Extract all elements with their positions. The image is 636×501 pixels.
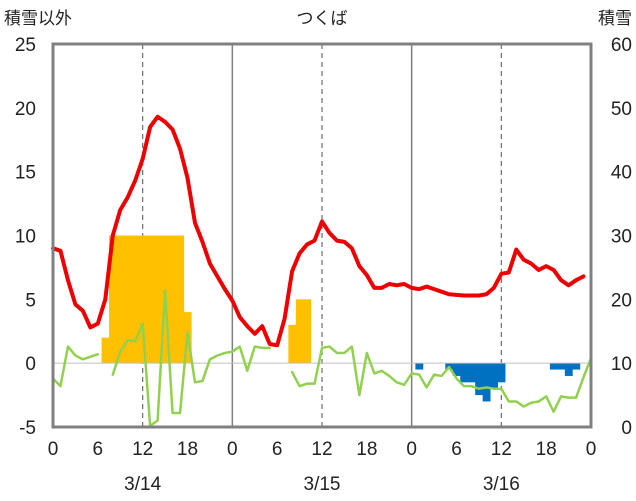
y-tick-left: -5 bbox=[19, 418, 36, 439]
blue-bar bbox=[452, 363, 461, 376]
green-series-line bbox=[51, 345, 100, 388]
orange-bar bbox=[288, 324, 297, 364]
temp-series-line bbox=[51, 114, 586, 348]
x-date-label: 3/16 bbox=[483, 474, 520, 495]
x-hour-tick: 0 bbox=[48, 439, 59, 460]
y-tick-right: 0 bbox=[621, 418, 632, 439]
x-hour-tick: 6 bbox=[93, 439, 104, 460]
x-hour-tick: 6 bbox=[272, 439, 283, 460]
blue-bar bbox=[572, 363, 581, 370]
y-tick-right: 60 bbox=[611, 35, 632, 56]
y-tick-right: 40 bbox=[611, 163, 632, 184]
x-hour-tick: 12 bbox=[311, 439, 332, 460]
orange-bar bbox=[131, 235, 140, 364]
orange-bar bbox=[123, 235, 132, 364]
x-hour-tick: 18 bbox=[356, 439, 377, 460]
green-series-line bbox=[290, 345, 593, 413]
plot-frame bbox=[51, 42, 593, 429]
orange-bar bbox=[138, 235, 147, 364]
orange-bar bbox=[101, 337, 110, 364]
orange-bar bbox=[109, 235, 117, 364]
x-hour-tick: 0 bbox=[406, 439, 417, 460]
orange-bar bbox=[146, 235, 155, 364]
y-tick-left: 15 bbox=[15, 163, 36, 184]
orange-bar bbox=[176, 235, 185, 364]
y-tick-left: 0 bbox=[25, 354, 36, 375]
orange-bar bbox=[116, 235, 125, 364]
green-series-line bbox=[111, 289, 271, 427]
y-tick-right: 50 bbox=[611, 99, 632, 120]
x-hour-tick: 18 bbox=[536, 439, 557, 460]
left-axis-title: 積雪以外 bbox=[4, 9, 72, 28]
orange-bar bbox=[295, 299, 304, 364]
orange-bar bbox=[168, 235, 177, 364]
blue-bar bbox=[460, 363, 469, 383]
x-date-label: 3/15 bbox=[304, 474, 341, 495]
y-tick-left: 20 bbox=[15, 99, 36, 120]
blue-bar bbox=[415, 363, 424, 370]
blue-bar bbox=[557, 363, 566, 370]
right-axis-title: 積雪 bbox=[598, 9, 632, 28]
x-hour-tick: 18 bbox=[177, 439, 198, 460]
x-hour-tick: 0 bbox=[586, 439, 597, 460]
x-hour-tick: 12 bbox=[132, 439, 153, 460]
blue-bar bbox=[549, 363, 558, 370]
blue-bar bbox=[467, 363, 476, 383]
y-tick-right: 30 bbox=[611, 227, 632, 248]
y-tick-left: 25 bbox=[15, 35, 36, 56]
blue-bar bbox=[564, 363, 573, 376]
y-tick-right: 10 bbox=[611, 354, 632, 375]
orange-bar bbox=[303, 299, 312, 364]
blue-bar bbox=[490, 363, 498, 389]
y-tick-left: 5 bbox=[25, 290, 36, 311]
y-tick-left: 10 bbox=[15, 227, 36, 248]
x-hour-tick: 6 bbox=[451, 439, 462, 460]
x-hour-tick: 0 bbox=[227, 439, 238, 460]
chart-title: つくば bbox=[297, 9, 348, 28]
x-hour-tick: 12 bbox=[491, 439, 512, 460]
blue-bar bbox=[497, 363, 506, 383]
blue-bar bbox=[475, 363, 484, 396]
blue-bar bbox=[482, 363, 491, 402]
orange-bar bbox=[153, 235, 162, 364]
y-tick-right: 20 bbox=[611, 290, 632, 311]
x-date-label: 3/14 bbox=[124, 474, 161, 495]
